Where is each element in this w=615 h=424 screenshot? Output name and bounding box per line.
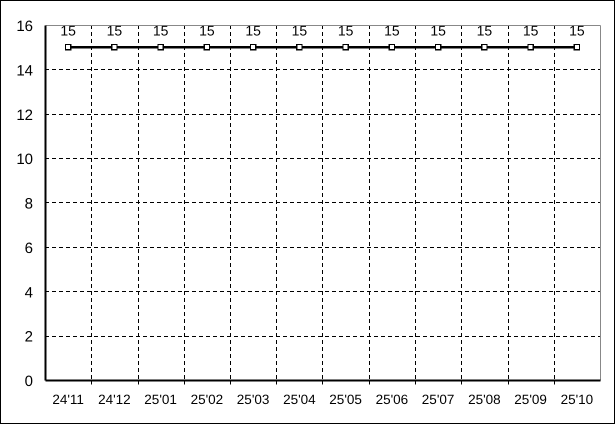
svg-text:16: 16 (16, 18, 33, 35)
svg-text:25'02: 25'02 (191, 392, 224, 407)
svg-text:25'04: 25'04 (283, 392, 316, 407)
svg-text:15: 15 (569, 23, 585, 39)
svg-text:15: 15 (153, 23, 169, 39)
svg-text:14: 14 (16, 62, 33, 79)
svg-text:25'10: 25'10 (561, 392, 594, 407)
svg-text:25'01: 25'01 (144, 392, 177, 407)
svg-text:25'07: 25'07 (422, 392, 455, 407)
svg-text:15: 15 (338, 23, 354, 39)
svg-text:15: 15 (245, 23, 261, 39)
svg-text:25'05: 25'05 (329, 392, 362, 407)
svg-text:6: 6 (25, 240, 33, 257)
svg-text:24'11: 24'11 (52, 392, 84, 407)
svg-text:25'03: 25'03 (237, 392, 270, 407)
svg-text:10: 10 (16, 151, 33, 168)
svg-text:25'09: 25'09 (514, 392, 547, 407)
svg-text:15: 15 (384, 23, 400, 39)
svg-text:4: 4 (25, 284, 33, 301)
svg-text:15: 15 (292, 23, 308, 39)
svg-text:0: 0 (25, 373, 33, 390)
svg-text:15: 15 (477, 23, 493, 39)
svg-text:12: 12 (16, 107, 33, 124)
svg-text:15: 15 (199, 23, 215, 39)
svg-text:25'06: 25'06 (376, 392, 409, 407)
svg-text:15: 15 (523, 23, 539, 39)
svg-text:8: 8 (25, 196, 33, 213)
svg-text:24'12: 24'12 (98, 392, 131, 407)
svg-text:15: 15 (107, 23, 123, 39)
svg-text:15: 15 (430, 23, 446, 39)
svg-text:15: 15 (60, 23, 76, 39)
svg-text:2: 2 (25, 329, 33, 346)
svg-text:25'08: 25'08 (468, 392, 501, 407)
